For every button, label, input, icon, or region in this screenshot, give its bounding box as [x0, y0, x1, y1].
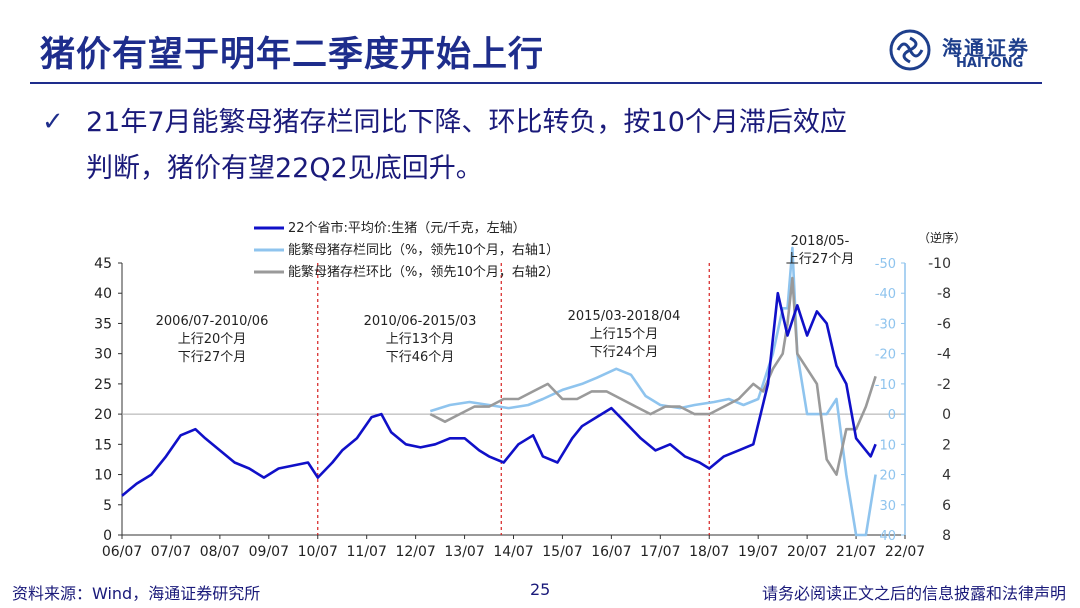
annotation-up: 上行20个月: [178, 332, 247, 347]
title-divider: [30, 82, 1042, 84]
disclaimer: 请务必阅读正文之后的信息披露和法律声明: [761, 584, 1066, 603]
right-axis1-tick-label: -50: [875, 257, 896, 272]
right-axis1-tick-label: -40: [875, 287, 896, 302]
right-axis1-tick-label: 20: [879, 469, 896, 484]
right-axis2-tick-label: 0: [942, 407, 951, 423]
right-axis2-tick-label: 6: [942, 498, 951, 514]
x-axis-tick-label: 06/07: [102, 544, 142, 560]
series-line-0: [121, 291, 877, 497]
x-axis-tick-label: 07/07: [151, 544, 191, 560]
x-axis-tick-label: 17/07: [640, 544, 680, 560]
x-axis-tick-label: 15/07: [542, 544, 582, 560]
x-axis-tick-label: 13/07: [444, 544, 484, 560]
x-axis-tick-label: 14/07: [493, 544, 533, 560]
right-axis1-tick-label: -20: [875, 348, 896, 363]
x-axis-tick-label: 22/07: [885, 544, 925, 560]
annotation-up: 上行15个月: [590, 327, 659, 342]
reverse-order-note: （逆序）: [918, 230, 966, 245]
right-axis1-tick-label: 0: [888, 408, 896, 423]
x-axis-tick-label: 21/07: [836, 544, 876, 560]
annotation-up: 上行27个月: [786, 252, 855, 267]
right-axis1-tick-label: 30: [879, 499, 896, 514]
x-axis-tick-label: 08/07: [200, 544, 240, 560]
x-axis-tick-label: 16/07: [591, 544, 631, 560]
legend-label: 22个省市:平均价:生猪（元/千克，左轴）: [288, 220, 526, 236]
right-axis2-tick-label: 4: [942, 468, 951, 484]
right-axis2-tick-label: 2: [942, 437, 951, 453]
left-axis-tick-label: 10: [94, 468, 112, 484]
legend-label: 能繁母猪存栏同比（%，领先10个月，右轴1）: [288, 242, 559, 258]
series-line-1: [429, 246, 877, 537]
bullet-line-2: 判断，猪价有望22Q2见底回升。: [86, 153, 483, 184]
haitong-logo: [889, 29, 931, 71]
page-number: 25: [530, 580, 551, 599]
annotation-down: 下行46个月: [386, 350, 455, 365]
right-axis2-tick-label: -10: [928, 256, 951, 272]
annotation-period: 2006/07-2010/06: [156, 314, 269, 329]
logo-icon: [889, 29, 931, 71]
page-title: 猪价有望于明年二季度开始上行: [40, 35, 545, 75]
annotation-period: 2018/05-: [791, 234, 850, 249]
x-axis-tick-label: 10/07: [298, 544, 338, 560]
left-axis-tick-label: 40: [94, 286, 112, 302]
annotation-up: 上行13个月: [386, 332, 455, 347]
right-axis1-tick-label: -10: [875, 378, 896, 393]
x-axis-tick-label: 20/07: [787, 544, 827, 560]
right-axis1-tick-label: -30: [875, 317, 896, 332]
bullet-line-1: 21年7月能繁母猪存栏同比下降、环比转负，按10个月滞后效应: [86, 107, 847, 138]
x-axis-tick-label: 09/07: [249, 544, 289, 560]
left-axis-tick-label: 20: [94, 407, 112, 423]
right-axis1-tick-label: 40: [879, 529, 896, 544]
right-axis2-tick-label: -2: [937, 377, 951, 393]
x-axis-tick-label: 18/07: [689, 544, 729, 560]
annotation-down: 下行24个月: [590, 345, 659, 360]
right-axis2-tick-label: -8: [937, 286, 951, 302]
right-axis2-tick-label: -4: [937, 347, 951, 363]
x-axis-tick-label: 19/07: [738, 544, 778, 560]
right-axis2-tick-label: -6: [937, 316, 951, 332]
left-axis-tick-label: 5: [103, 498, 112, 514]
hog-price-chart: 051015202530354045403020100-10-20-30-40-…: [94, 220, 966, 560]
left-axis-tick-label: 45: [94, 256, 112, 272]
right-axis2-tick-label: 8: [942, 528, 951, 544]
annotation-period: 2010/06-2015/03: [364, 314, 477, 329]
left-axis-tick-label: 30: [94, 347, 112, 363]
right-axis1-tick-label: 10: [879, 438, 896, 453]
annotation-down: 下行27个月: [178, 350, 247, 365]
logo-text-cn: 海通证券: [942, 36, 1030, 60]
x-axis-tick-label: 12/07: [395, 544, 435, 560]
source-note: 资料来源：Wind，海通证券研究所: [12, 584, 261, 603]
left-axis-tick-label: 0: [103, 528, 112, 544]
left-axis-tick-label: 25: [94, 377, 112, 393]
legend-label: 能繁母猪存栏环比（%，领先10个月，右轴2）: [288, 264, 559, 280]
logo-text-en: HAITONG: [956, 56, 1024, 71]
check-icon: ✓: [42, 107, 64, 137]
left-axis-tick-label: 35: [94, 316, 112, 332]
series-line-2: [429, 276, 877, 476]
x-axis-tick-label: 11/07: [347, 544, 387, 560]
left-axis-tick-label: 15: [94, 437, 112, 453]
annotation-period: 2015/03-2018/04: [568, 309, 681, 324]
